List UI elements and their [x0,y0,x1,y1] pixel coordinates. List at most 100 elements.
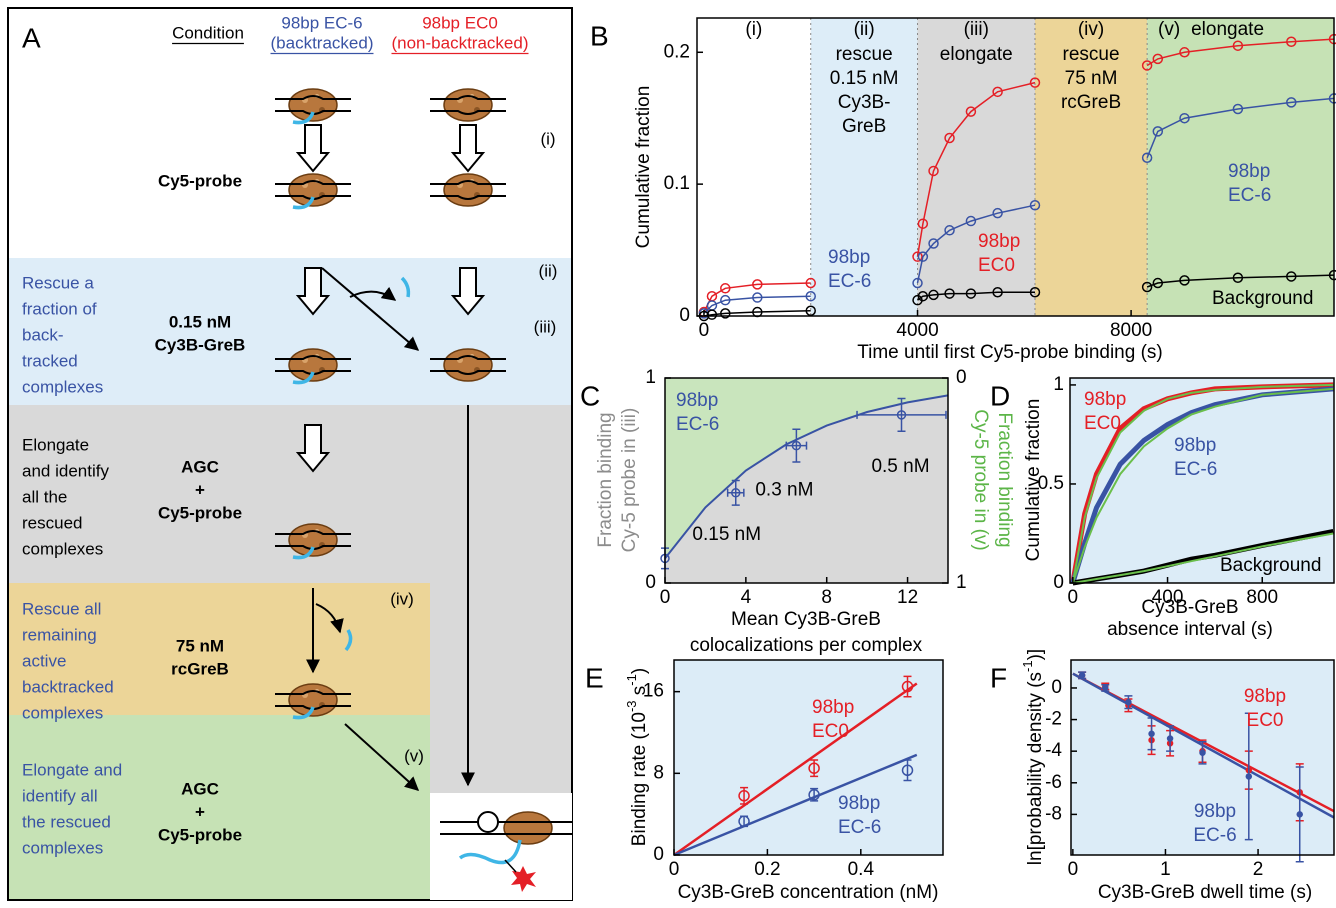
step-purpose: complexes [22,703,103,722]
step-purpose: complexes [22,838,103,857]
step-purpose: back- [22,325,64,344]
annotation: EC-6 [838,817,881,838]
y2-axis-label: Fraction binding [994,412,1015,547]
y-tick-label: -2 [1045,709,1062,730]
y-tick-label: 0.1 [664,173,690,194]
column-title: 98bp EC0 [422,13,498,32]
y-tick-label: 8 [653,762,664,783]
step-purpose: active [22,651,66,670]
step-purpose: remaining [22,625,97,644]
annotation: EC0 [812,721,849,742]
step-tag: (iii) [534,317,557,336]
data-point [1149,731,1154,736]
x-tick-label: 0 [699,320,710,341]
phase-text: elongate [1191,19,1264,40]
phase-text: elongate [940,44,1013,65]
phase-tag: (i) [745,19,762,40]
y-tick-label: 0 [1051,677,1062,698]
step-reagent: Cy5-probe [158,825,242,844]
annotation: EC-6 [1228,185,1271,206]
annotation: Background [1220,555,1321,576]
y-tick-label: 1 [1053,374,1064,395]
phase-text: Cy3B- [838,92,891,113]
x-axis-label: Cy3B-GreB concentration (nM) [678,882,939,903]
step-purpose: complexes [22,539,103,558]
x-tick-label: 0 [660,587,671,608]
data-point [1126,700,1131,705]
y-tick-label: 0 [645,572,656,593]
y-tick-label: 1 [645,367,656,388]
x-tick-label: 1 [1160,859,1171,880]
annotation: 98bp [828,247,870,268]
column-header: Condition [172,23,244,42]
point-label: 0.3 nM [755,480,813,501]
step-purpose: fraction of [22,299,97,318]
step-tag: (i) [540,129,555,148]
x-axis-label: colocalizations per complex [690,635,923,656]
x-tick-label: 4000 [896,320,938,341]
annotation: 98bp [1174,435,1216,456]
x-tick-label: 0 [669,859,680,880]
x-axis-label: absence interval (s) [1107,619,1273,640]
phase-text: rescue [836,44,893,65]
phase-text: GreB [842,116,886,137]
annotation: 98bp [838,793,880,814]
y2-axis-label: Cy-5 probe in (v) [970,409,991,551]
x-axis-label: Time until first Cy5-probe binding (s) [857,342,1163,363]
step-purpose: complexes [22,377,103,396]
label-part: ln[probability density (s [1025,672,1046,865]
panel-letter: F [990,662,1007,693]
data-point [1080,673,1085,678]
annotation: EC-6 [1193,825,1236,846]
label-part: s [629,686,650,701]
annotation: 98bp [1228,161,1270,182]
panel-letter: E [585,662,604,693]
step-tag: (iv) [390,589,414,608]
step-purpose: Elongate [22,435,89,454]
data-point [1168,736,1173,741]
step-reagent: Cy3B-GreB [155,335,246,354]
phase-text: 0.15 nM [830,68,899,89]
x-tick-label: 8000 [1110,320,1152,341]
panel-letter: B [590,20,609,51]
y-axis-label: Fraction binding [595,412,616,547]
step-reagent: 0.15 nM [169,312,231,331]
step-reagent: + [195,480,205,499]
annotation: EC0 [978,255,1015,276]
y-axis-label: Binding rate (10-3 s-1) [624,668,650,846]
step-purpose: Rescue all [22,599,101,618]
phase-tag: (iii) [964,19,989,40]
step-tag: (v) [404,746,424,765]
annotation: 98bp [1084,389,1126,410]
x-tick-label: 8 [821,587,832,608]
x-tick-label: 0 [1068,859,1079,880]
y-tick-label: 0 [1053,572,1064,593]
step-reagent: AGC [181,779,219,798]
y2-tick-label: 0 [956,367,967,388]
step-purpose: Elongate and [22,760,122,779]
step-purpose: tracked [22,351,78,370]
annotation: EC-6 [828,271,871,292]
annotation: Background [1212,288,1313,309]
label-part: -3 [624,700,639,712]
step-purpose: identify all [22,786,98,805]
step-purpose: Rescue a [22,273,94,292]
y-axis-label: Cumulative fraction [633,86,654,249]
step-purpose: all the [22,487,67,506]
phase-text: 75 nM [1065,68,1118,89]
annotation: 98bp [1244,686,1286,707]
panel-letter: C [580,380,600,411]
y-axis-label: Cumulative fraction [1023,399,1044,562]
y-tick-label: -6 [1045,772,1062,793]
annotation: EC0 [1247,710,1284,731]
figure: ACondition98bp EC-6(backtracked)98bp EC0… [0,0,1336,908]
phase-tag: (ii) [854,19,875,40]
data-point [1246,774,1251,779]
column-title: 98bp EC-6 [281,13,362,32]
step-reagent: Cy5-probe [158,503,242,522]
y2-tick-label: 1 [956,572,967,593]
y-axis-label: Cy-5 probe in (iii) [619,408,640,553]
annotation: EC-6 [676,414,719,435]
step-reagent: rcGreB [171,659,229,678]
step-purpose: and identify [22,461,109,480]
